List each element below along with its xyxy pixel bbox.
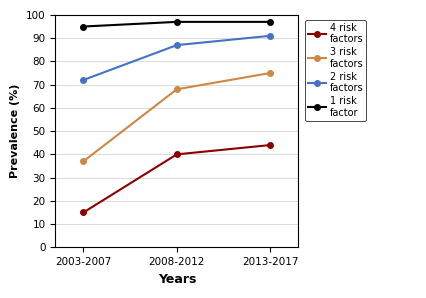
Line: 4 risk
factors: 4 risk factors: [81, 142, 273, 215]
4 risk
factors: [174, 153, 179, 156]
X-axis label: Years: Years: [158, 273, 196, 285]
4 risk
factors: [268, 143, 273, 147]
4 risk
factors: [81, 211, 86, 214]
Line: 2 risk
factors: 2 risk factors: [81, 33, 273, 83]
Line: 3 risk
factors: 3 risk factors: [81, 70, 273, 164]
3 risk
factors: [174, 88, 179, 91]
Legend: 4 risk
factors, 3 risk
factors, 2 risk
factors, 1 risk
factor: 4 risk factors, 3 risk factors, 2 risk f…: [305, 20, 366, 121]
Y-axis label: Prevalence (%): Prevalence (%): [11, 84, 20, 178]
2 risk
factors: [81, 78, 86, 82]
2 risk
factors: [174, 43, 179, 47]
3 risk
factors: [268, 71, 273, 75]
1 risk
factor: [81, 25, 86, 28]
1 risk
factor: [268, 20, 273, 24]
Line: 1 risk
factor: 1 risk factor: [81, 19, 273, 29]
2 risk
factors: [268, 34, 273, 38]
3 risk
factors: [81, 159, 86, 163]
1 risk
factor: [174, 20, 179, 24]
